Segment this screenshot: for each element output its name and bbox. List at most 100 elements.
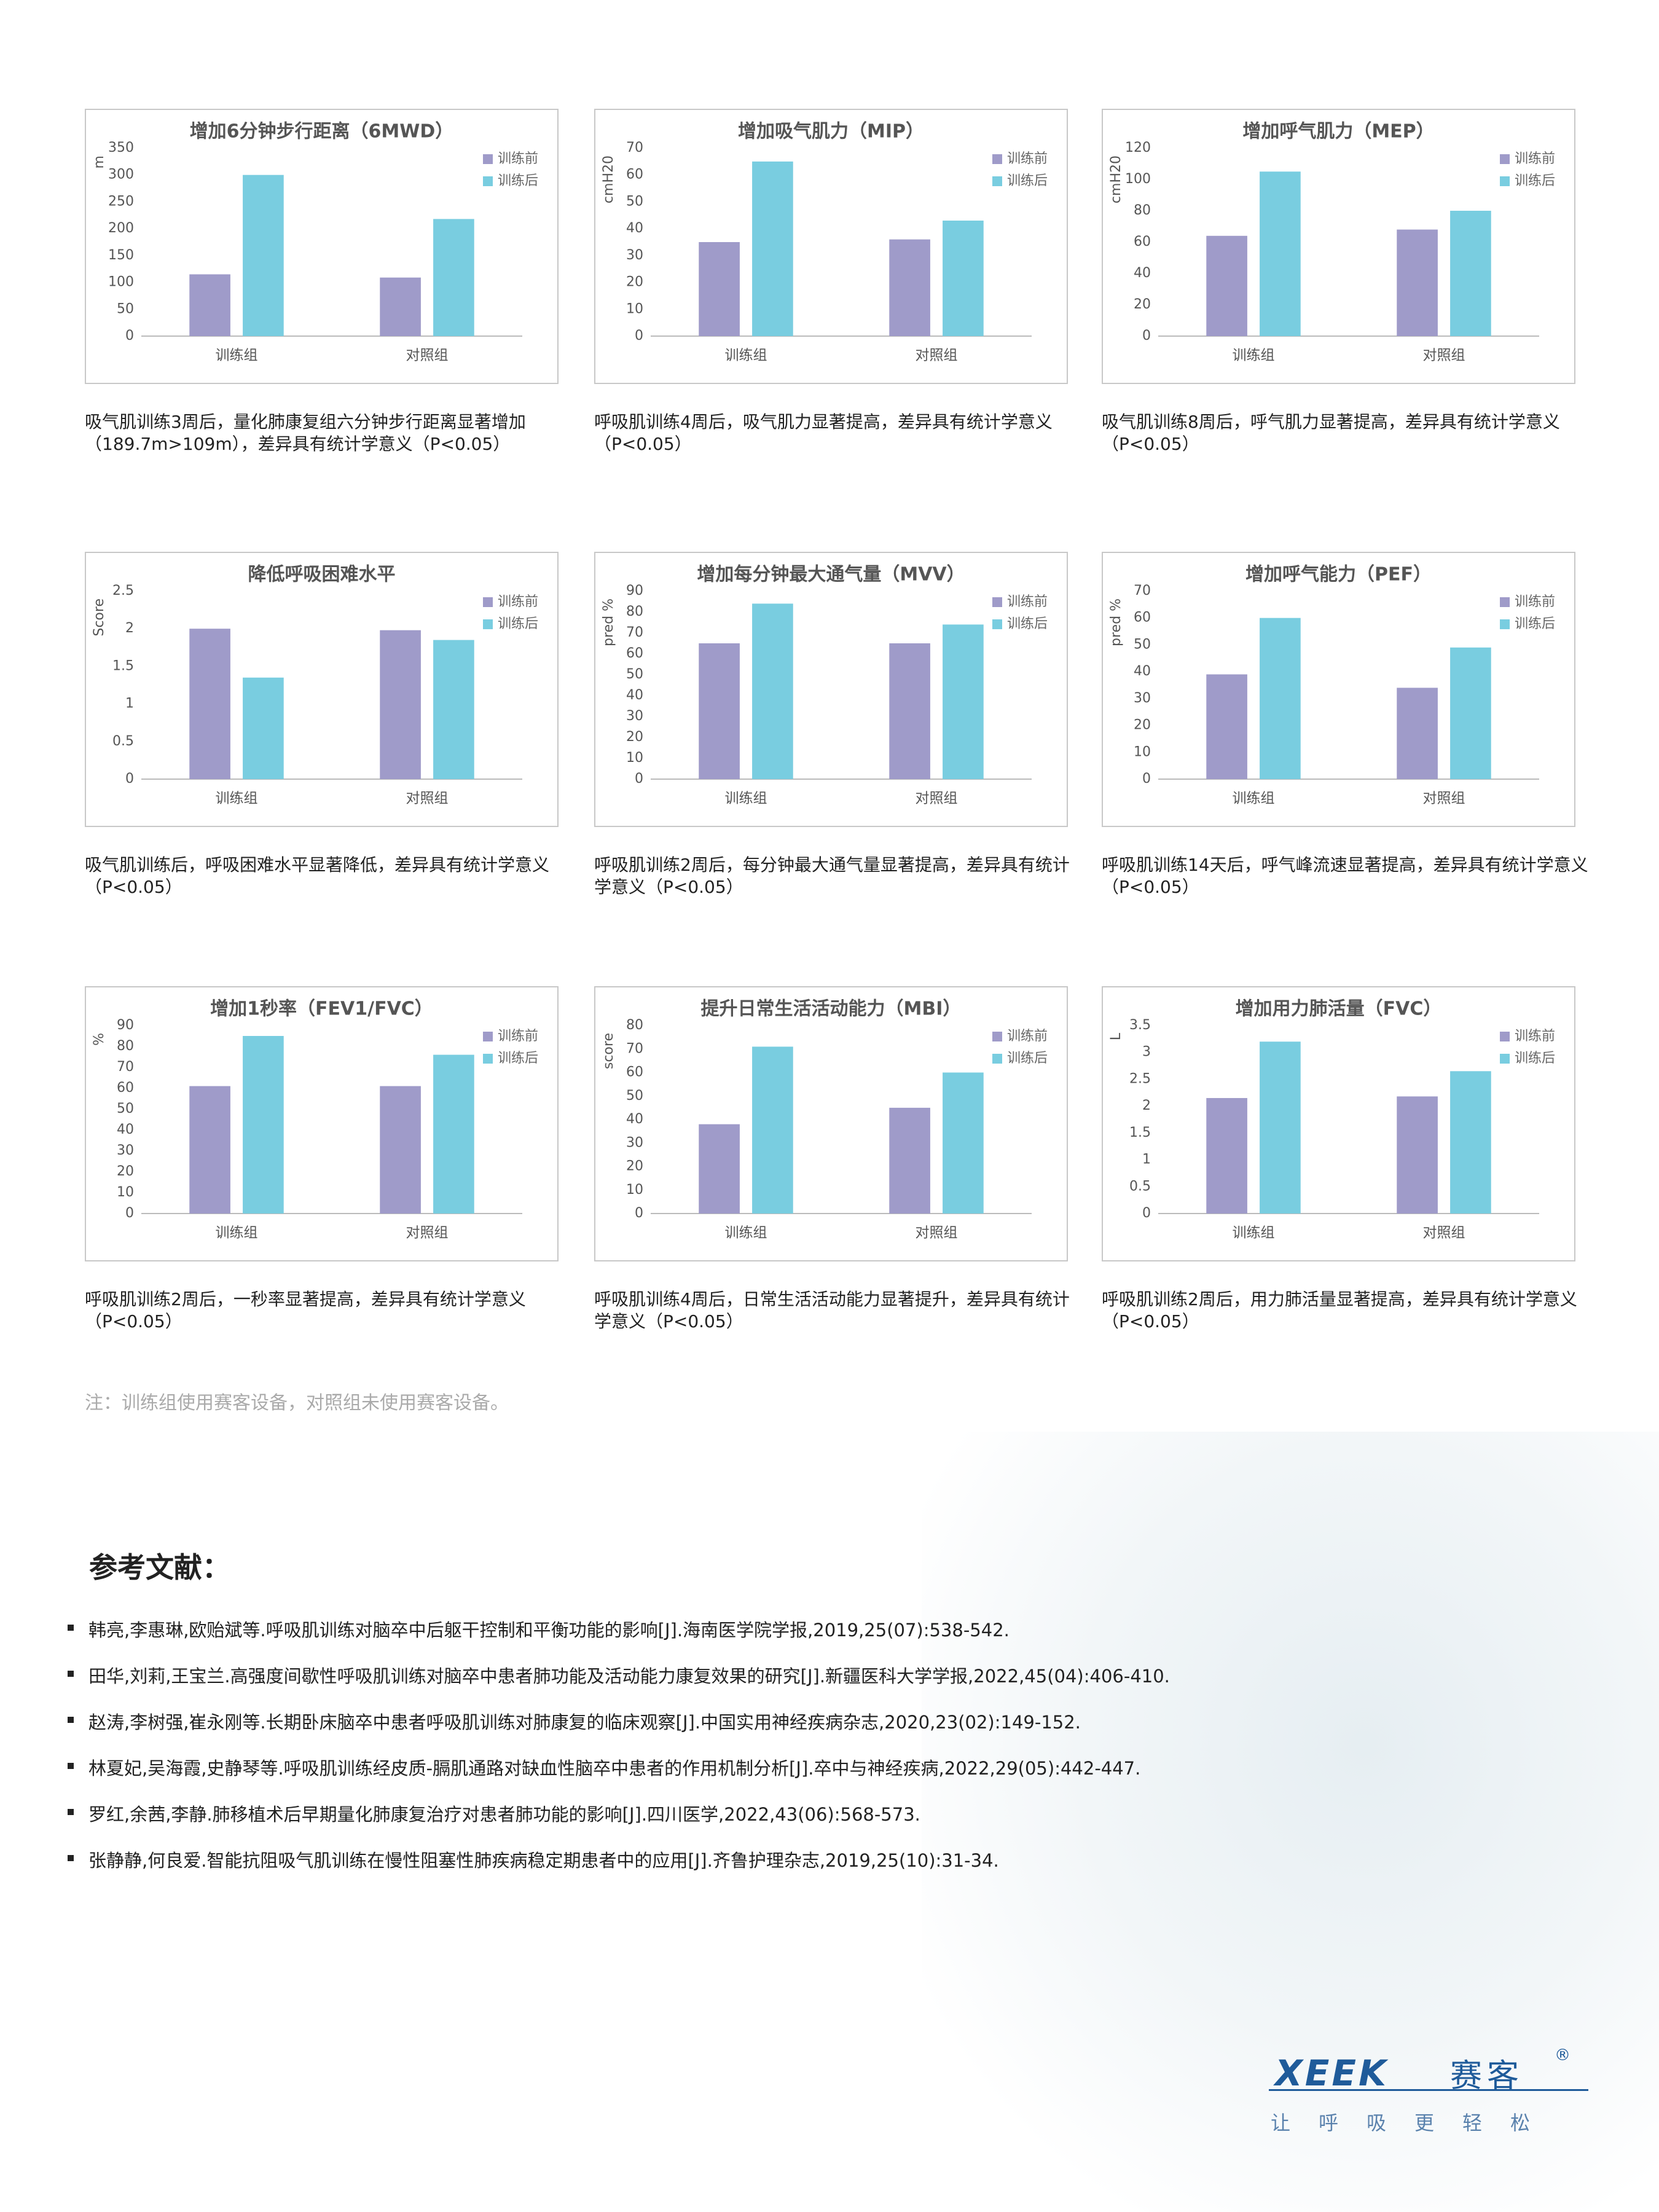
legend-label: 训练后 xyxy=(1515,616,1555,632)
y-tick-label: 2.5 xyxy=(1129,1071,1151,1086)
bar xyxy=(189,1086,230,1214)
x-tick-label: 训练组 xyxy=(216,1225,258,1241)
legend-label: 训练前 xyxy=(1515,594,1555,610)
y-tick-label: 3 xyxy=(1142,1045,1151,1060)
y-tick-label: 10 xyxy=(117,1185,134,1200)
x-tick-label: 训练组 xyxy=(725,1225,767,1241)
chart: 0 10 20 30 40 50 60 70 80 90% 增加1秒率（FEV1/FVC） 训练组 对照… xyxy=(85,986,559,1261)
legend-label: 训练后 xyxy=(498,173,538,189)
caption: 呼吸肌训练4周后，日常生活活动能力显著提升，差异具有统计学意义（P<0.05） xyxy=(594,1289,1070,1332)
y-tick-label: 0 xyxy=(125,1206,134,1221)
y-tick-label: 80 xyxy=(626,604,643,619)
y-tick-label: 300 xyxy=(108,167,134,182)
chart-title: 增加每分钟最大通气量（MVV） xyxy=(697,564,965,586)
y-axis-label: Score xyxy=(92,598,107,637)
bar xyxy=(243,677,284,779)
y-tick-label: 70 xyxy=(1134,583,1151,598)
y-tick-label: 2 xyxy=(125,621,134,636)
y-tick-label: 0.5 xyxy=(112,734,134,749)
x-tick-label: 对照组 xyxy=(406,348,449,364)
chart-title: 增加呼气能力（PEF） xyxy=(1245,564,1432,586)
y-tick-label: 0 xyxy=(1142,328,1151,343)
legend-label: 训练前 xyxy=(498,1029,538,1044)
y-tick-label: 40 xyxy=(1134,664,1151,679)
caption: 呼吸肌训练2周后，用力肺活量显著提高，差异具有统计学意义（P<0.05） xyxy=(1102,1289,1577,1332)
x-tick-label: 训练组 xyxy=(1233,1225,1275,1241)
y-tick-label: 1 xyxy=(1142,1152,1151,1167)
y-tick-label: 0 xyxy=(125,771,134,786)
y-tick-label: 40 xyxy=(626,1112,643,1127)
y-tick-label: 0 xyxy=(635,1206,643,1221)
y-tick-label: 40 xyxy=(1134,265,1151,281)
caption: 呼吸肌训练2周后，一秒率显著提高，差异具有统计学意义（P<0.05） xyxy=(85,1289,526,1332)
y-axis-label: pred % xyxy=(601,598,616,646)
legend-swatch xyxy=(992,176,1002,186)
legend-swatch xyxy=(992,1054,1002,1064)
y-tick-label: 70 xyxy=(626,140,643,155)
y-axis-label: L xyxy=(1108,1032,1124,1040)
bar xyxy=(943,221,984,336)
y-axis-label: m xyxy=(92,155,107,168)
legend-label: 训练后 xyxy=(498,1051,538,1066)
y-tick-label: 2 xyxy=(1142,1098,1151,1113)
bar xyxy=(1206,235,1247,336)
y-tick-label: 20 xyxy=(626,1159,643,1174)
y-tick-label: 60 xyxy=(626,167,643,182)
bar xyxy=(243,175,284,336)
bar xyxy=(1260,171,1301,336)
y-tick-label: 1.5 xyxy=(1129,1125,1151,1140)
legend-swatch xyxy=(1500,1032,1510,1041)
y-tick-label: 60 xyxy=(1134,610,1151,626)
bar xyxy=(380,630,421,779)
legend-swatch xyxy=(1500,619,1510,629)
legend-swatch xyxy=(483,154,493,164)
bar xyxy=(889,239,930,336)
y-tick-label: 0 xyxy=(1142,1206,1151,1221)
legend-label: 训练后 xyxy=(498,616,538,632)
bar xyxy=(752,161,793,336)
chart: 0 10 20 30 40 50 60 70 pred % 增加呼气能力（PEF） 训练组 对照组 训练… xyxy=(1102,552,1575,827)
caption: 呼吸肌训练2周后，每分钟最大通气量显著提高，差异具有统计学意义（P<0.05） xyxy=(594,855,1070,897)
chart: 0 10 20 30 40 50 60 70 cmH20 增加吸气肌力（MIP） 训练组 对照组 训练前… xyxy=(594,109,1068,384)
y-tick-label: 60 xyxy=(626,1065,643,1080)
y-tick-label: 40 xyxy=(626,221,643,236)
bar xyxy=(1397,1096,1438,1214)
logo-brand: XEEK xyxy=(1275,2052,1389,2094)
legend-swatch xyxy=(992,619,1002,629)
y-tick-label: 40 xyxy=(626,688,643,703)
x-tick-label: 对照组 xyxy=(916,791,958,807)
x-tick-label: 对照组 xyxy=(1423,1225,1465,1241)
x-tick-label: 训练组 xyxy=(1233,791,1275,807)
bar xyxy=(699,1124,740,1214)
y-tick-label: 70 xyxy=(117,1059,134,1075)
logo-slogan: 让呼吸更轻松 xyxy=(1271,2111,1559,2135)
legend-label: 训练前 xyxy=(498,594,538,610)
y-tick-label: 10 xyxy=(626,750,643,766)
y-axis-label: score xyxy=(601,1033,616,1069)
caption: 呼吸肌训练14天后，呼气峰流速显著提高，差异具有统计学意义（P<0.05） xyxy=(1102,855,1588,897)
y-tick-label: 0.5 xyxy=(1129,1179,1151,1194)
caption: 吸气肌训练8周后，呼气肌力显著提高，差异具有统计学意义（P<0.05） xyxy=(1102,412,1560,454)
y-tick-label: 0 xyxy=(635,328,643,343)
y-tick-label: 30 xyxy=(626,708,643,724)
legend-swatch xyxy=(483,176,493,186)
y-axis-label: cmH20 xyxy=(601,155,616,203)
legend-swatch xyxy=(483,1054,493,1064)
chart-title: 增加呼气肌力（MEP） xyxy=(1242,121,1434,143)
chart: 0 0.5 1 1.5 2 2.5 3 3.5 L 增加用力肺活量（FVC） 训练组 对照组 训练前训练… xyxy=(1102,986,1575,1261)
caption: 吸气肌训练后，呼吸困难水平显著降低，差异具有统计学意义（P<0.05） xyxy=(85,855,550,897)
bar xyxy=(752,1046,793,1214)
y-axis-label: cmH20 xyxy=(1108,155,1124,203)
x-tick-label: 对照组 xyxy=(916,348,958,364)
bar xyxy=(433,1054,474,1214)
bar xyxy=(889,1107,930,1214)
chart-frame xyxy=(1102,986,1575,1261)
legend-label: 训练前 xyxy=(1007,151,1048,167)
bar xyxy=(433,640,474,779)
bar xyxy=(1450,1071,1491,1214)
bar xyxy=(889,643,930,779)
legend-swatch xyxy=(1500,1054,1510,1064)
y-tick-label: 30 xyxy=(1134,691,1151,706)
y-axis-label: % xyxy=(92,1033,107,1046)
